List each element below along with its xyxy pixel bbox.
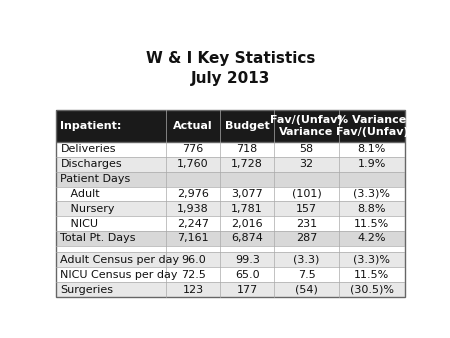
Text: 32: 32: [299, 159, 314, 169]
Text: Actual: Actual: [173, 121, 213, 131]
Text: (3.3): (3.3): [293, 255, 320, 265]
Text: Adult: Adult: [60, 189, 100, 199]
Bar: [56, 282, 405, 297]
Text: 72.5: 72.5: [181, 270, 206, 280]
Text: (3.3)%: (3.3)%: [353, 255, 390, 265]
Text: 1,728: 1,728: [231, 159, 263, 169]
Text: 718: 718: [237, 144, 258, 154]
Text: 177: 177: [237, 285, 258, 294]
Text: 1,781: 1,781: [231, 204, 263, 214]
Bar: [56, 187, 405, 201]
Text: % Variance
Fav/(Unfav): % Variance Fav/(Unfav): [336, 115, 408, 137]
Text: Fav/(Unfav)
Variance: Fav/(Unfav) Variance: [270, 115, 343, 137]
Text: NICU Census per day: NICU Census per day: [60, 270, 178, 280]
Text: Total Pt. Days: Total Pt. Days: [60, 233, 136, 243]
Bar: [56, 246, 405, 252]
Bar: [56, 172, 405, 187]
Text: 58: 58: [299, 144, 314, 154]
Text: 4.2%: 4.2%: [358, 233, 386, 243]
Bar: [56, 142, 405, 157]
Text: 287: 287: [296, 233, 317, 243]
Text: 1,760: 1,760: [177, 159, 209, 169]
Text: (101): (101): [292, 189, 321, 199]
Text: Discharges: Discharges: [60, 159, 122, 169]
Text: 157: 157: [296, 204, 317, 214]
Bar: [56, 231, 405, 246]
Bar: [56, 201, 405, 216]
Text: (30.5)%: (30.5)%: [350, 285, 394, 294]
Text: NICU: NICU: [60, 219, 99, 228]
Text: 2,247: 2,247: [177, 219, 209, 228]
Text: 7.5: 7.5: [297, 270, 315, 280]
Bar: [56, 216, 405, 231]
Text: Nursery: Nursery: [60, 204, 115, 214]
Text: 99.3: 99.3: [235, 255, 260, 265]
Text: 231: 231: [296, 219, 317, 228]
Text: 96.0: 96.0: [181, 255, 206, 265]
Text: 11.5%: 11.5%: [354, 270, 390, 280]
Text: 123: 123: [183, 285, 204, 294]
Text: 776: 776: [183, 144, 204, 154]
Bar: [56, 110, 405, 297]
Bar: [56, 267, 405, 282]
Text: 6,874: 6,874: [231, 233, 263, 243]
Text: 1.9%: 1.9%: [358, 159, 386, 169]
Text: 2,016: 2,016: [231, 219, 263, 228]
Text: Budget: Budget: [225, 121, 270, 131]
Text: Surgeries: Surgeries: [60, 285, 113, 294]
Text: 8.1%: 8.1%: [358, 144, 386, 154]
Text: Deliveries: Deliveries: [60, 144, 116, 154]
Text: 65.0: 65.0: [235, 270, 260, 280]
Bar: [56, 157, 405, 172]
Text: Adult Census per day: Adult Census per day: [60, 255, 180, 265]
Text: 1,938: 1,938: [177, 204, 209, 214]
Bar: [56, 110, 405, 142]
Text: 7,161: 7,161: [177, 233, 209, 243]
Text: 11.5%: 11.5%: [354, 219, 390, 228]
Bar: [56, 252, 405, 267]
Text: (3.3)%: (3.3)%: [353, 189, 390, 199]
Text: W & I Key Statistics
July 2013: W & I Key Statistics July 2013: [146, 51, 315, 86]
Text: 3,077: 3,077: [231, 189, 263, 199]
Text: Inpatient:: Inpatient:: [60, 121, 122, 131]
Text: (54): (54): [295, 285, 318, 294]
Text: Patient Days: Patient Days: [60, 174, 130, 184]
Text: 2,976: 2,976: [177, 189, 209, 199]
Text: 8.8%: 8.8%: [358, 204, 386, 214]
